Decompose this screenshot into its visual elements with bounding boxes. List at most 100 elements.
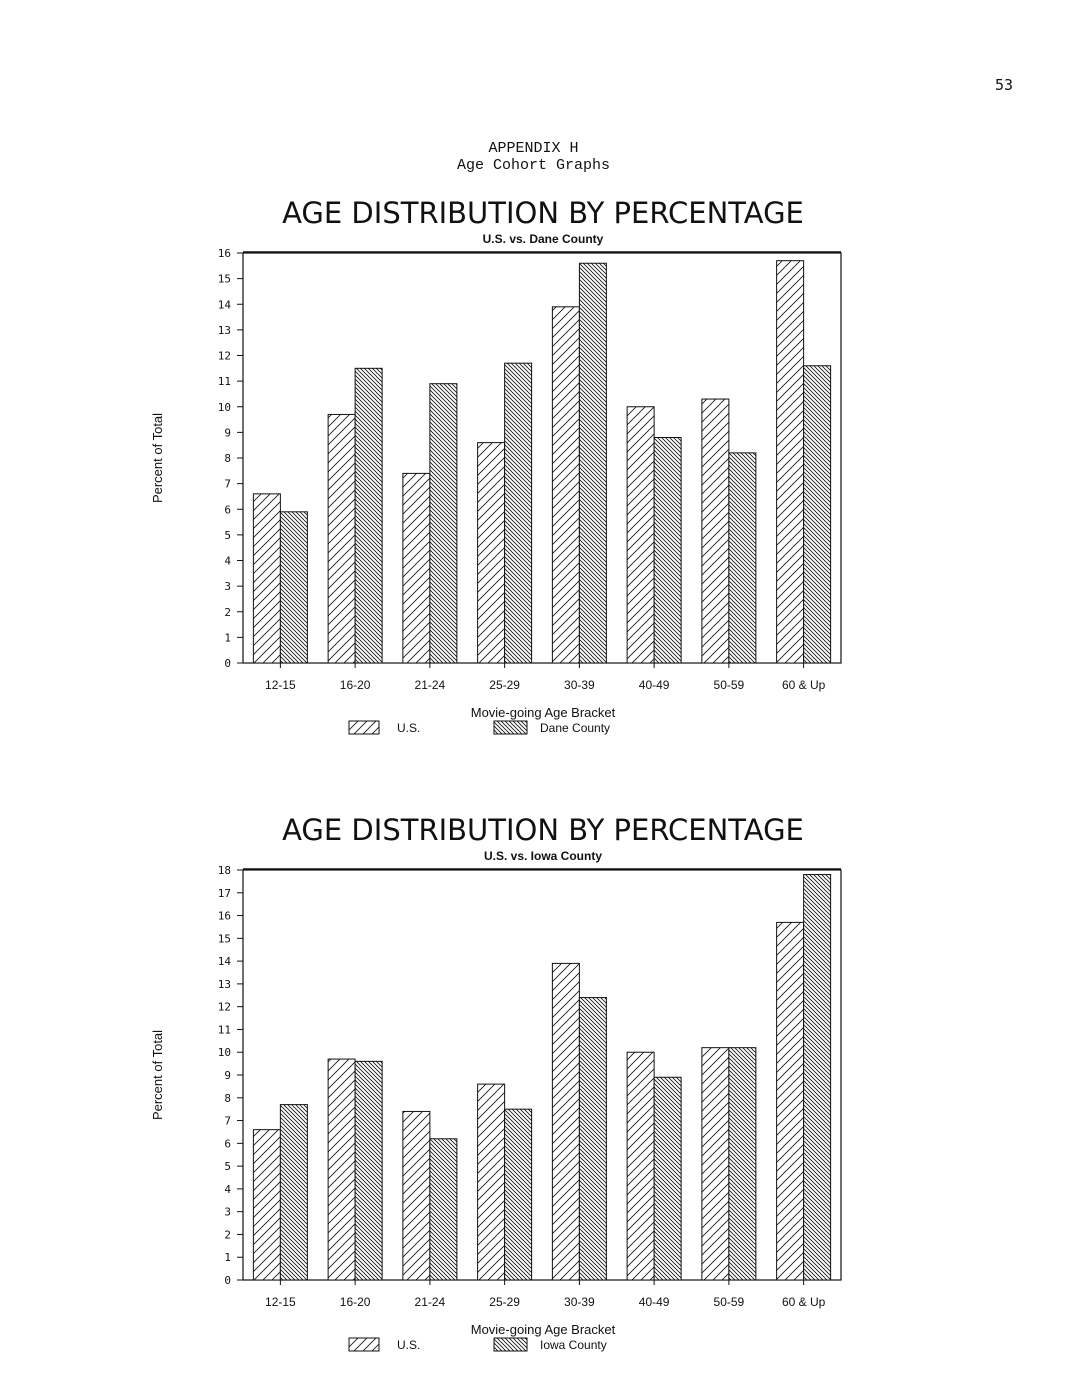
bar-county: [803, 874, 832, 1281]
x-tick-label: 40-49: [639, 678, 670, 692]
chart-iowa-svg: AGE DISTRIBUTION BY PERCENTAGE U.S. vs. I…: [150, 813, 842, 1352]
bar-us: [252, 493, 281, 664]
y-axis-label: Percent of Total: [150, 413, 165, 503]
x-tick-label: 60 & Up: [782, 1295, 826, 1309]
x-tick-label: 12-15: [265, 1295, 296, 1309]
y-tick-label: 6: [224, 503, 231, 516]
bar-county: [578, 997, 607, 1281]
y-tick-label: 7: [224, 478, 231, 491]
x-tick-label: 40-49: [639, 1295, 670, 1309]
bar-county: [504, 362, 533, 664]
bar-county: [354, 367, 383, 664]
y-tick-label: 6: [224, 1137, 231, 1150]
x-tick-label: 30-39: [564, 1295, 595, 1309]
bar-us: [776, 921, 805, 1281]
bar-us: [701, 1047, 730, 1281]
chart-dane: AGE DISTRIBUTION BY PERCENTAGE U.S. vs. D…: [0, 188, 1067, 748]
legend-label-us: U.S.: [397, 721, 420, 735]
page-number: 53: [994, 76, 1013, 94]
y-tick-label: 5: [224, 529, 231, 542]
bar-us: [327, 1058, 356, 1281]
bar-us: [327, 413, 356, 664]
bar-county: [354, 1060, 383, 1281]
x-tick-label: 12-15: [265, 678, 296, 692]
y-tick-label: 16: [218, 247, 231, 260]
legend-label-us: U.S.: [397, 1338, 420, 1352]
legend-swatch-county: [493, 1337, 528, 1352]
x-tick-label: 25-29: [489, 678, 520, 692]
chart-dane-svg: AGE DISTRIBUTION BY PERCENTAGE U.S. vs. D…: [150, 196, 842, 735]
y-tick-label: 12: [218, 350, 231, 363]
bar-county: [728, 452, 757, 664]
appendix-title: APPENDIX H: [488, 140, 579, 157]
bar-us: [402, 1110, 431, 1281]
legend-swatch-us: [348, 720, 380, 735]
chart-iowa: AGE DISTRIBUTION BY PERCENTAGE U.S. vs. I…: [0, 805, 1067, 1365]
y-tick-label: 0: [224, 1274, 231, 1287]
bar-us: [477, 1083, 506, 1281]
y-tick-label: 3: [224, 580, 231, 593]
bar-us: [551, 962, 580, 1281]
chart-subtitle: U.S. vs. Dane County: [483, 232, 604, 246]
x-tick-label: 21-24: [415, 1295, 446, 1309]
y-tick-label: 12: [218, 1001, 231, 1014]
legend-label-county: Dane County: [540, 721, 610, 735]
y-axis-label: Percent of Total: [150, 1030, 165, 1120]
x-axis-label: Movie-going Age Bracket: [471, 1322, 616, 1337]
y-tick-label: 4: [224, 555, 231, 568]
x-tick-label: 50-59: [714, 1295, 745, 1309]
appendix-subtitle: Age Cohort Graphs: [456, 157, 611, 174]
y-tick-label: 16: [218, 910, 231, 923]
bar-county: [653, 1076, 682, 1281]
chart-title: AGE DISTRIBUTION BY PERCENTAGE: [282, 196, 804, 230]
y-tick-label: 9: [224, 1069, 231, 1082]
y-tick-label: 9: [224, 426, 231, 439]
y-tick-label: 2: [224, 1228, 231, 1241]
y-tick-label: 5: [224, 1160, 231, 1173]
y-tick-label: 13: [218, 978, 231, 991]
y-tick-label: 1: [224, 1251, 231, 1264]
x-tick-label: 60 & Up: [782, 678, 826, 692]
x-tick-label: 21-24: [415, 678, 446, 692]
bar-us: [477, 442, 506, 664]
x-tick-label: 16-20: [340, 678, 371, 692]
bar-county: [504, 1108, 533, 1281]
bar-us: [252, 1129, 281, 1281]
y-tick-label: 0: [224, 657, 231, 670]
bar-us: [776, 260, 805, 664]
y-tick-label: 11: [218, 375, 231, 388]
y-tick-label: 10: [218, 401, 231, 414]
legend-swatch-county: [493, 720, 528, 735]
y-tick-label: 1: [224, 631, 231, 644]
y-tick-label: 11: [218, 1023, 231, 1036]
y-tick-label: 13: [218, 324, 231, 337]
bar-county: [578, 262, 607, 664]
y-tick-label: 10: [218, 1046, 231, 1059]
bar-county: [653, 437, 682, 664]
bar-us: [626, 406, 655, 664]
y-tick-label: 8: [224, 1092, 231, 1105]
y-tick-label: 7: [224, 1115, 231, 1128]
y-tick-label: 8: [224, 452, 231, 465]
bar-us: [402, 472, 431, 664]
bar-us: [626, 1051, 655, 1281]
y-tick-label: 18: [218, 864, 231, 877]
bar-us: [551, 306, 580, 664]
bar-us: [701, 398, 730, 664]
x-tick-label: 16-20: [340, 1295, 371, 1309]
y-tick-label: 4: [224, 1183, 231, 1196]
x-axis-label: Movie-going Age Bracket: [471, 705, 616, 720]
legend: U.S. Iowa County: [348, 1337, 607, 1352]
y-tick-label: 15: [218, 932, 231, 945]
bar-county: [279, 1104, 308, 1281]
x-tick-label: 25-29: [489, 1295, 520, 1309]
y-tick-label: 17: [218, 887, 231, 900]
bar-county: [728, 1047, 757, 1281]
x-tick-label: 30-39: [564, 678, 595, 692]
y-tick-label: 14: [218, 955, 232, 968]
legend-label-county: Iowa County: [540, 1338, 607, 1352]
chart-subtitle: U.S. vs. Iowa County: [484, 849, 602, 863]
legend: U.S. Dane County: [348, 720, 610, 735]
bar-county: [279, 511, 308, 664]
bar-county: [429, 1138, 458, 1281]
